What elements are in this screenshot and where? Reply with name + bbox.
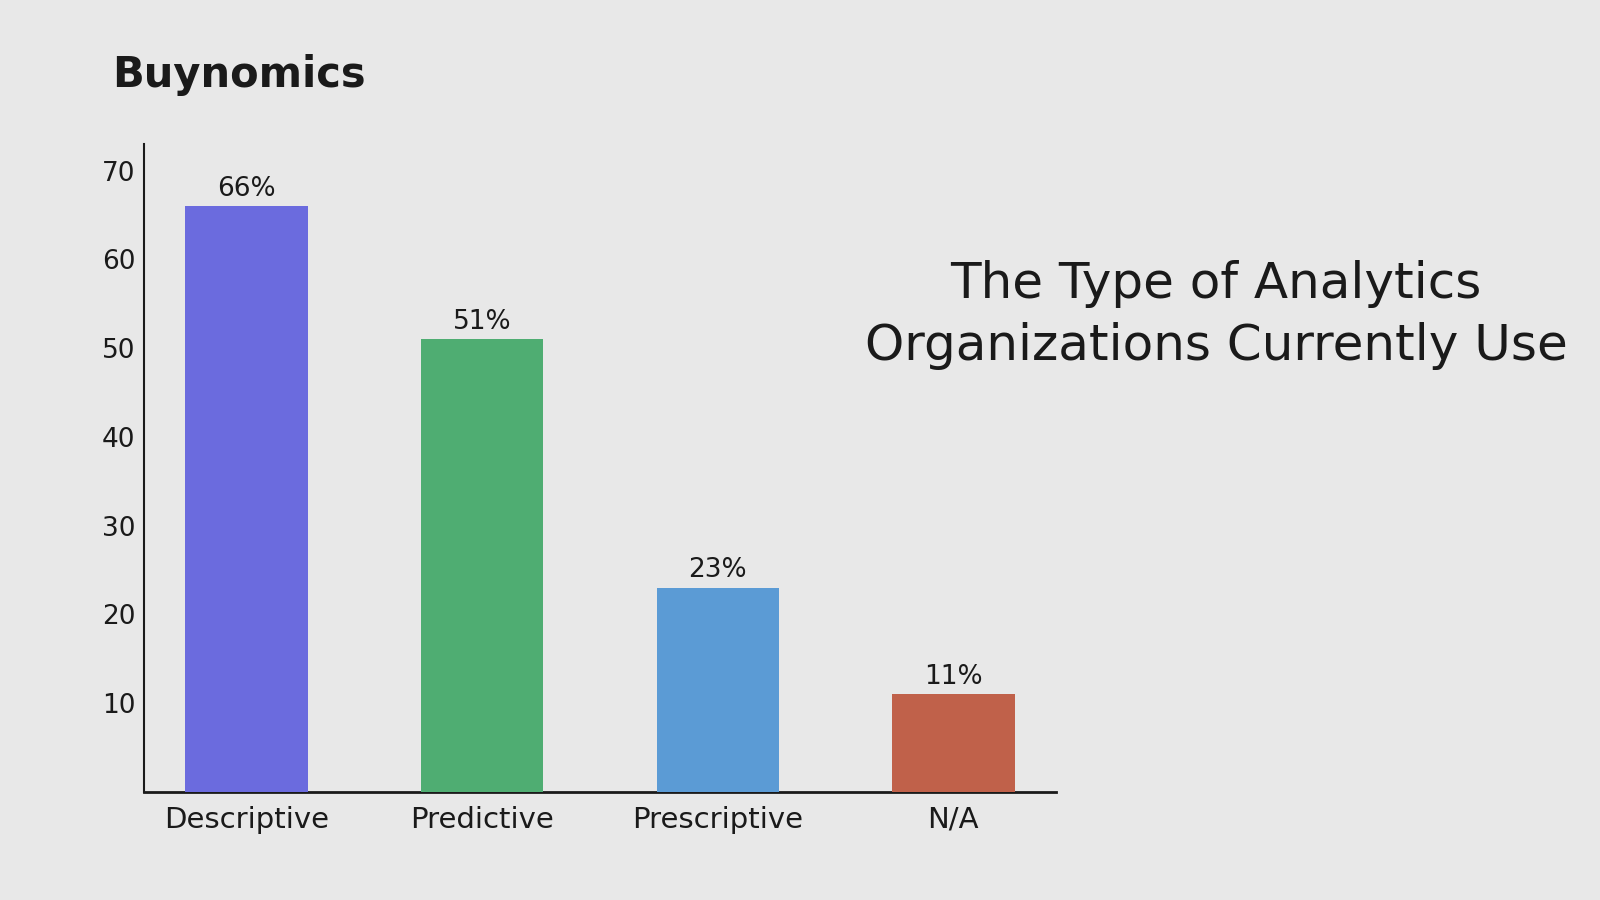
Bar [186,206,307,792]
Bar [656,588,779,792]
Text: The Type of Analytics
Organizations Currently Use: The Type of Analytics Organizations Curr… [864,260,1568,370]
Text: 51%: 51% [453,309,512,335]
Bar [893,695,1014,792]
Text: 23%: 23% [688,557,747,583]
Text: 11%: 11% [923,664,982,690]
Text: 66%: 66% [218,176,277,202]
Text: Buynomics: Buynomics [112,54,366,96]
Bar [421,339,544,792]
